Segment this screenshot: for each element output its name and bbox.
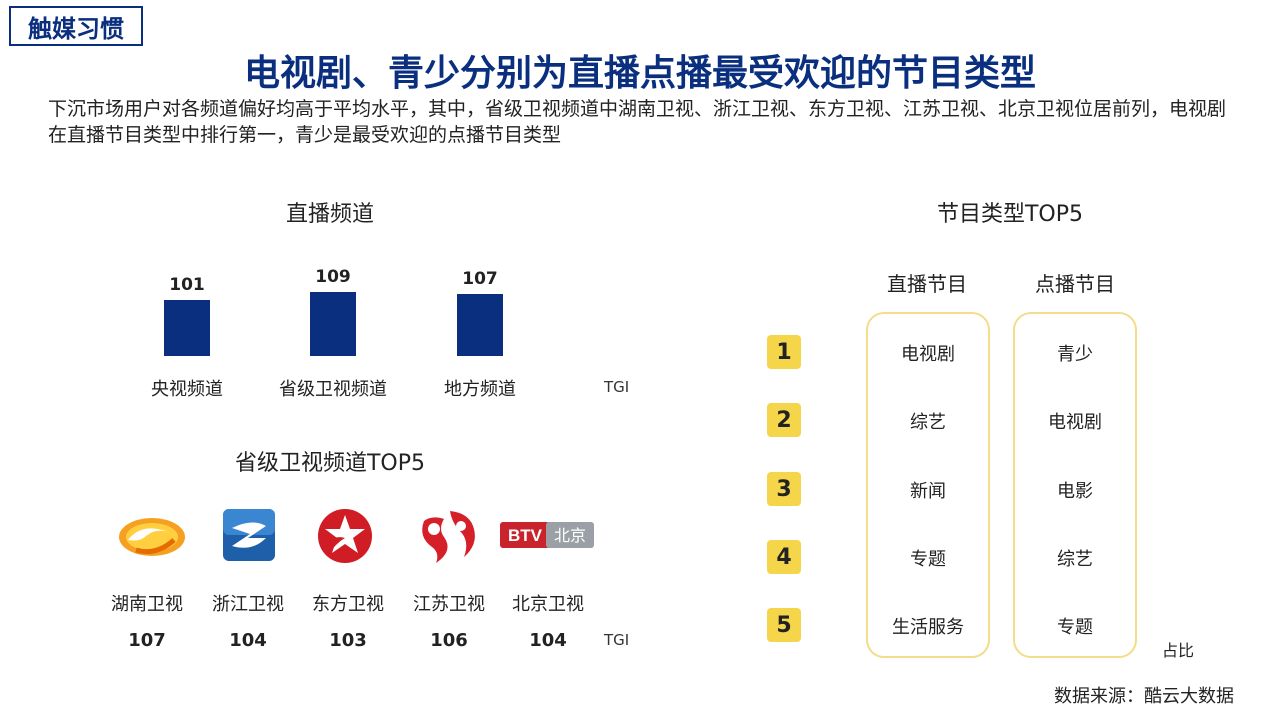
program-types-note: 占比 bbox=[1162, 641, 1195, 660]
bar-value-label: 101 bbox=[169, 275, 205, 295]
data-source: 数据来源：酷云大数据 bbox=[1054, 686, 1234, 707]
channel-name: 东方卫视 bbox=[312, 594, 384, 615]
live-channels-title: 直播频道 bbox=[285, 202, 374, 227]
channel-name: 北京卫视 bbox=[512, 594, 584, 615]
btv-logo-icon: BTV 北京 bbox=[500, 520, 596, 554]
live-program-item: 新闻 bbox=[910, 481, 946, 502]
bar-value-label: 107 bbox=[462, 269, 498, 289]
page-title: 电视剧、青少分别为直播点播最受欢迎的节目类型 bbox=[243, 53, 1036, 94]
rank-badge: 3 bbox=[767, 472, 801, 506]
hunan-tv-logo-icon bbox=[116, 510, 188, 566]
bar bbox=[164, 300, 210, 356]
rank-badge: 4 bbox=[767, 540, 801, 574]
channel-name: 浙江卫视 bbox=[212, 594, 284, 615]
provincial-top5-title: 省级卫视频道TOP5 bbox=[234, 451, 426, 476]
bar-category-label: 央视频道 bbox=[151, 379, 223, 400]
bar-value-label: 109 bbox=[315, 267, 351, 287]
provincial-top5-unit: TGI bbox=[604, 631, 630, 649]
vod-programs-header: 点播节目 bbox=[1035, 272, 1115, 296]
vod-programs-box bbox=[1013, 312, 1137, 658]
svg-text:北京: 北京 bbox=[554, 526, 586, 545]
program-types-title: 节目类型TOP5 bbox=[936, 202, 1084, 227]
channel-name: 江苏卫视 bbox=[413, 594, 485, 615]
vod-program-item: 综艺 bbox=[1057, 549, 1093, 570]
svg-text:BTV: BTV bbox=[508, 526, 543, 545]
live-program-item: 生活服务 bbox=[892, 617, 964, 638]
page-description: 下沉市场用户对各频道偏好均高于平均水平，其中，省级卫视频道中湖南卫视、浙江卫视、… bbox=[48, 98, 1227, 146]
jiangsu-tv-logo-icon bbox=[414, 507, 480, 569]
channel-name: 湖南卫视 bbox=[111, 594, 183, 615]
bar-category-label: 省级卫视频道 bbox=[279, 379, 387, 400]
live-programs-box bbox=[866, 312, 990, 658]
bar bbox=[310, 292, 356, 356]
rank-badge: 1 bbox=[767, 335, 801, 369]
channel-tgi-value: 104 bbox=[229, 630, 267, 651]
zhejiang-tv-logo-icon bbox=[222, 508, 276, 566]
rank-badge: 5 bbox=[767, 608, 801, 642]
bar bbox=[457, 294, 503, 356]
bar-category-label: 地方频道 bbox=[444, 379, 516, 400]
dragon-tv-logo-icon bbox=[316, 507, 374, 569]
vod-program-item: 电影 bbox=[1057, 481, 1093, 502]
vod-program-item: 专题 bbox=[1057, 617, 1093, 638]
channel-tgi-value: 103 bbox=[329, 630, 367, 651]
live-programs-header: 直播节目 bbox=[887, 272, 967, 296]
live-program-item: 电视剧 bbox=[901, 344, 955, 365]
vod-program-item: 电视剧 bbox=[1048, 412, 1102, 433]
rank-badge: 2 bbox=[767, 403, 801, 437]
vod-program-item: 青少 bbox=[1057, 344, 1093, 365]
channel-tgi-value: 104 bbox=[529, 630, 567, 651]
channel-tgi-value: 107 bbox=[128, 630, 166, 651]
live-channels-unit: TGI bbox=[604, 378, 630, 396]
live-program-item: 综艺 bbox=[910, 412, 946, 433]
live-program-item: 专题 bbox=[910, 549, 946, 570]
section-tag: 触媒习惯 bbox=[9, 6, 143, 46]
channel-tgi-value: 106 bbox=[430, 630, 468, 651]
